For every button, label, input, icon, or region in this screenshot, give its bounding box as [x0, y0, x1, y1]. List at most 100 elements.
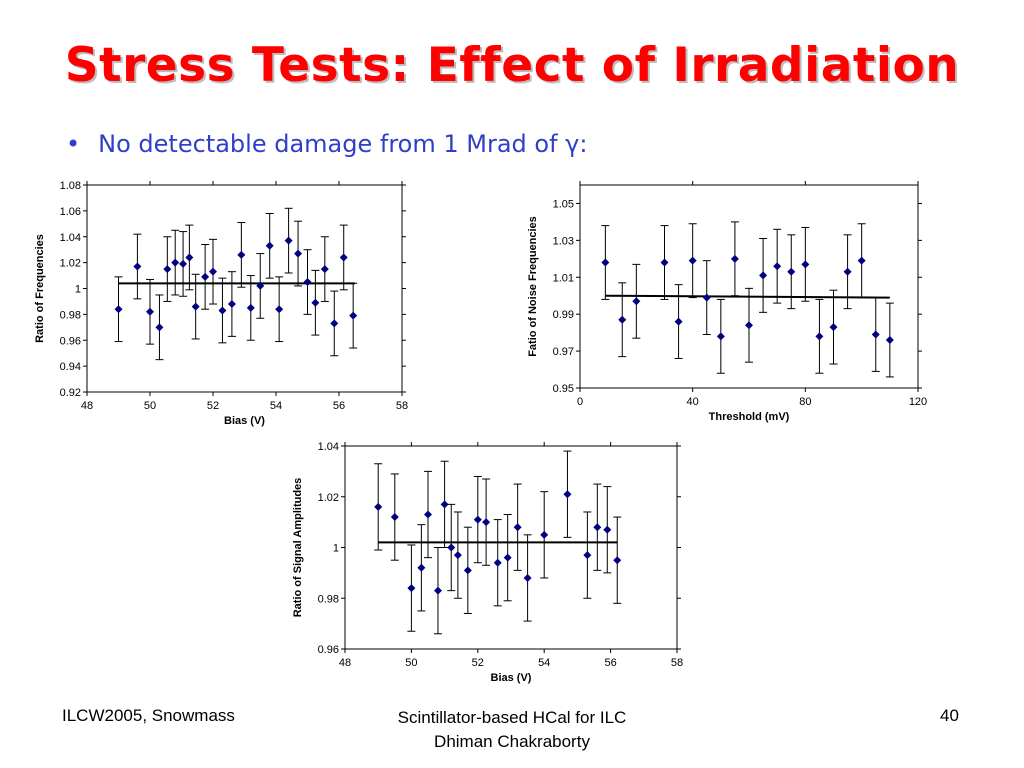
data-point	[513, 523, 522, 532]
data-point	[311, 298, 320, 307]
data-point	[407, 584, 416, 593]
bullet-symbol: γ:	[565, 130, 588, 158]
y-tick-label: 0.98	[318, 593, 339, 605]
chart-signal-amplitudes: 0.96 0.98 1 1.02 1.04 48 50 52 54 56 58 Bias (V) Rat…	[292, 441, 683, 684]
data-point	[201, 272, 210, 281]
data-point	[185, 253, 194, 262]
y-tick-label: 0.98	[60, 309, 81, 321]
data-point	[440, 500, 449, 509]
data-point	[843, 267, 852, 276]
data-point	[871, 330, 880, 339]
data-point	[453, 551, 462, 560]
y-tick-label: 1	[75, 284, 81, 296]
data-point	[303, 278, 312, 287]
x-tick-label: 50	[144, 400, 156, 412]
y-tick-label: 1.02	[318, 492, 339, 504]
data-point	[482, 518, 491, 527]
fit-line	[605, 294, 890, 299]
data-point	[716, 332, 725, 341]
x-tick-label: 58	[396, 400, 408, 412]
x-tick-label: 58	[671, 657, 683, 669]
data-point	[447, 543, 456, 552]
y-tick-label: 1.08	[60, 180, 81, 192]
y-axis-label: Ratio of Frequencies	[34, 234, 46, 343]
data-point	[787, 267, 796, 276]
data-point	[320, 265, 329, 274]
x-tick-label: 80	[799, 396, 811, 408]
x-tick-label: 48	[339, 657, 351, 669]
data-point	[294, 249, 303, 258]
data-point	[759, 271, 768, 280]
x-tick-label: 50	[405, 657, 417, 669]
y-tick-label: 1.01	[553, 272, 574, 284]
data-point	[730, 254, 739, 263]
data-point	[349, 311, 358, 320]
y-tick-label: 0.92	[60, 387, 81, 399]
data-point	[702, 293, 711, 302]
plot-frame	[86, 184, 403, 393]
data-point	[885, 336, 894, 345]
data-point	[424, 510, 432, 519]
x-tick-label: 52	[207, 400, 219, 412]
data-point	[179, 259, 188, 268]
data-point	[133, 262, 142, 271]
data-point	[155, 323, 164, 332]
data-point	[275, 305, 284, 314]
x-tick-label: 0	[577, 396, 583, 408]
x-tick-label: 54	[270, 400, 282, 412]
y-tick-label: 0.96	[60, 335, 81, 347]
x-tick-label: 56	[604, 657, 616, 669]
data-point	[540, 530, 549, 539]
data-point	[284, 236, 293, 245]
footer-left: ILCW2005, Snowmass	[62, 706, 235, 725]
plot-frame	[579, 184, 919, 389]
x-axis-label: Threshold (mV)	[709, 411, 790, 423]
y-tick-label: 0.97	[553, 346, 574, 358]
x-tick-label: 56	[333, 400, 345, 412]
bullet-marker: •	[66, 130, 81, 158]
data-point	[246, 303, 255, 312]
data-point	[523, 573, 532, 582]
y-tick-label: 1.06	[60, 206, 81, 218]
x-tick-label: 48	[81, 400, 93, 412]
data-point	[256, 281, 265, 290]
y-tick-label: 1	[333, 543, 339, 555]
data-point	[433, 586, 442, 595]
data-point	[473, 515, 482, 524]
data-point	[330, 319, 339, 328]
x-tick-label: 52	[472, 657, 484, 669]
data-point	[493, 558, 502, 567]
data-point	[374, 502, 383, 511]
data-point	[674, 317, 683, 326]
y-tick-label: 1.04	[60, 232, 81, 244]
y-tick-label: 0.96	[318, 644, 339, 656]
footer-page-number: 40	[940, 706, 959, 725]
data-point	[593, 523, 602, 532]
data-point	[417, 563, 426, 572]
y-tick-label: 1.05	[553, 198, 574, 210]
data-point	[583, 551, 592, 560]
footer-center: Scintillator-based HCal for ILC Dhiman C…	[320, 706, 704, 754]
data-point	[603, 525, 612, 534]
slide-title: Stress Tests: Effect of Irradiation	[64, 38, 960, 93]
chart-noise-frequencies: 0.95 0.97 0.99 1.01 1.03 1.05 0 40 80 120 Threshol…	[527, 181, 927, 423]
data-point	[613, 556, 622, 565]
y-tick-label: 0.99	[553, 309, 574, 321]
data-point	[146, 307, 154, 316]
chart-ratio-frequencies: 0.92 0.94 0.96 0.98 1 1.02 1.04 1.06 1.08 48 50 52 5…	[34, 180, 408, 427]
y-tick-label: 1.02	[60, 258, 81, 270]
data-point	[237, 250, 246, 259]
data-point	[191, 302, 200, 311]
data-point	[339, 253, 348, 262]
data-point	[265, 241, 274, 250]
data-point	[163, 265, 172, 274]
data-point	[857, 256, 866, 265]
y-axis-label: Fatio of Noise Frequencies	[527, 216, 539, 357]
data-point	[618, 315, 627, 324]
y-tick-label: 0.95	[553, 383, 574, 395]
data-point	[829, 323, 838, 332]
footer-author: Dhiman Chakraborty	[434, 732, 590, 751]
data-point	[463, 566, 472, 575]
data-point	[171, 258, 180, 267]
x-axis-label: Bias (V)	[224, 415, 265, 427]
